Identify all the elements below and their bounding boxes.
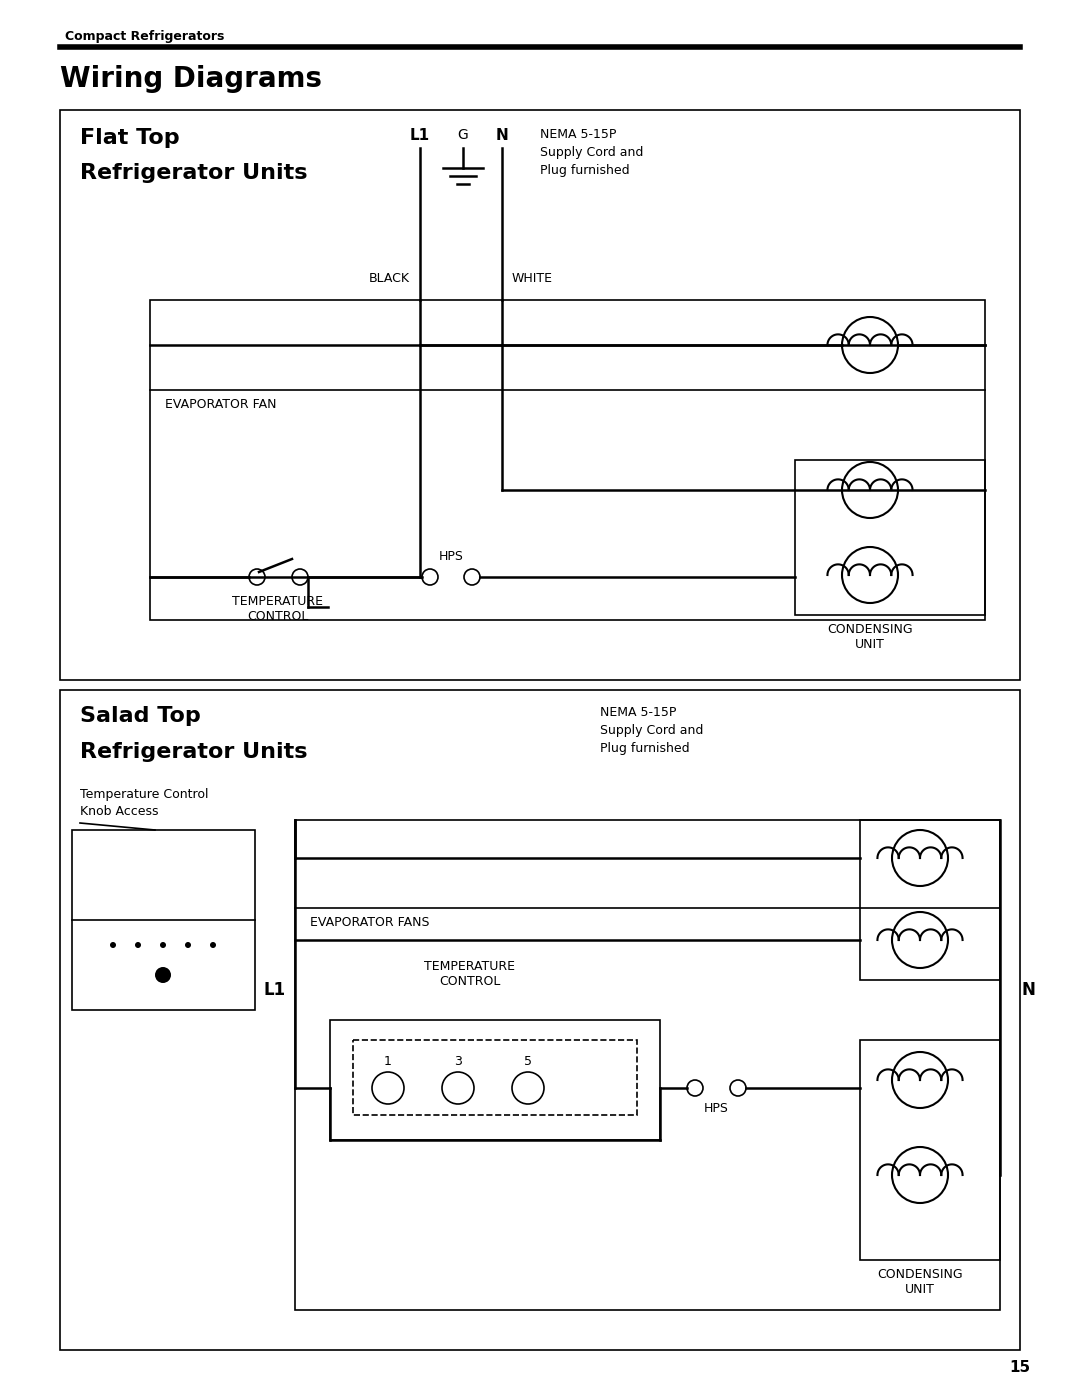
Circle shape	[135, 942, 141, 949]
Circle shape	[156, 967, 171, 983]
Text: HPS: HPS	[438, 550, 463, 563]
Text: NEMA 5-15P
Supply Cord and
Plug furnished: NEMA 5-15P Supply Cord and Plug furnishe…	[600, 705, 703, 754]
Text: G: G	[458, 129, 469, 142]
Text: N: N	[1021, 981, 1035, 999]
Bar	[795, 460, 985, 615]
Text: TEMPERATURE
CONTROL: TEMPERATURE CONTROL	[424, 960, 515, 988]
Text: L1: L1	[410, 129, 430, 142]
Bar	[150, 300, 985, 620]
Text: Temperature Control
Knob Access: Temperature Control Knob Access	[80, 788, 208, 819]
Text: EVAPORATOR FAN: EVAPORATOR FAN	[165, 398, 276, 411]
Bar	[60, 690, 1020, 1350]
Text: Compact Refrigerators: Compact Refrigerators	[65, 29, 225, 43]
Bar	[860, 820, 1000, 981]
Text: 1: 1	[384, 1055, 392, 1067]
Text: Flat Top: Flat Top	[80, 129, 179, 148]
Text: L1: L1	[264, 981, 286, 999]
Circle shape	[110, 942, 116, 949]
Text: EVAPORATOR FANS: EVAPORATOR FANS	[310, 916, 430, 929]
Text: BLACK: BLACK	[369, 272, 410, 285]
Text: 3: 3	[454, 1055, 462, 1067]
Bar	[330, 1020, 660, 1140]
Text: CONDENSING
UNIT: CONDENSING UNIT	[877, 1268, 962, 1296]
Text: Wiring Diagrams: Wiring Diagrams	[60, 66, 322, 94]
Text: WHITE: WHITE	[512, 272, 553, 285]
Text: 5: 5	[524, 1055, 532, 1067]
Text: Refrigerator Units: Refrigerator Units	[80, 742, 308, 761]
Bar	[295, 820, 1000, 1310]
Text: NEMA 5-15P
Supply Cord and
Plug furnished: NEMA 5-15P Supply Cord and Plug furnishe…	[540, 129, 644, 177]
Bar	[60, 110, 1020, 680]
Text: TEMPERATURE
CONTROL: TEMPERATURE CONTROL	[232, 595, 324, 623]
Text: CONDENSING
UNIT: CONDENSING UNIT	[827, 623, 913, 651]
Text: 15: 15	[1009, 1361, 1030, 1375]
Circle shape	[185, 942, 191, 949]
Circle shape	[160, 942, 166, 949]
Bar	[72, 830, 255, 1010]
Text: N: N	[496, 129, 509, 142]
Text: HPS: HPS	[703, 1102, 728, 1115]
Text: Salad Top: Salad Top	[80, 705, 201, 726]
Circle shape	[210, 942, 216, 949]
Bar	[860, 1039, 1000, 1260]
Text: Refrigerator Units: Refrigerator Units	[80, 163, 308, 183]
Bar	[353, 1039, 637, 1115]
